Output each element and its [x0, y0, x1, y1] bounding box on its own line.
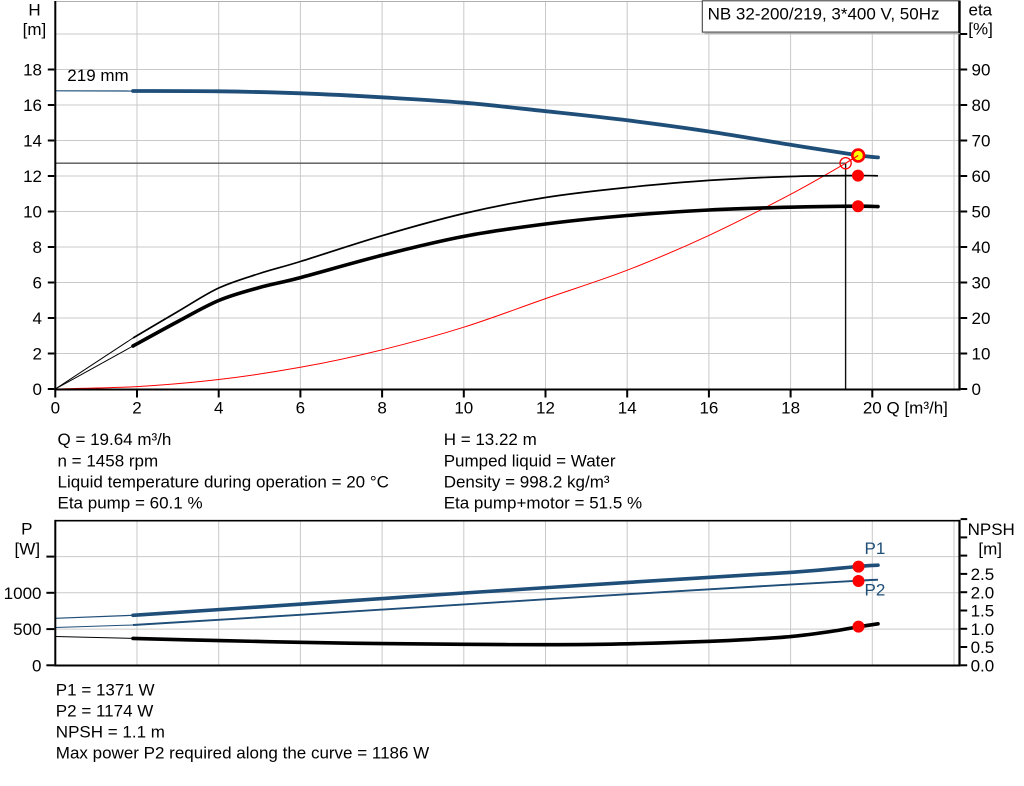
- svg-text:30: 30: [972, 274, 991, 293]
- svg-text:Q [m³/h]: Q [m³/h]: [887, 399, 948, 418]
- svg-text:[m]: [m]: [978, 540, 1002, 559]
- svg-text:1.0: 1.0: [971, 620, 995, 639]
- svg-text:10: 10: [972, 345, 991, 364]
- svg-text:[%]: [%]: [968, 20, 993, 39]
- svg-text:NPSH: NPSH: [968, 520, 1015, 539]
- svg-text:16: 16: [23, 96, 42, 115]
- svg-text:12: 12: [23, 167, 42, 186]
- svg-text:[m]: [m]: [23, 20, 47, 39]
- svg-text:P: P: [21, 520, 32, 539]
- svg-text:H: H: [28, 0, 40, 19]
- svg-text:1000: 1000: [4, 584, 42, 603]
- svg-text:Density = 998.2 kg/m³: Density = 998.2 kg/m³: [444, 472, 610, 491]
- svg-text:80: 80: [972, 96, 991, 115]
- svg-text:0: 0: [33, 380, 42, 399]
- svg-text:Max power P2 required along th: Max power P2 required along the curve = …: [56, 744, 429, 763]
- svg-text:16: 16: [699, 399, 718, 418]
- svg-text:NB 32-200/219, 3*400 V, 50Hz: NB 32-200/219, 3*400 V, 50Hz: [708, 4, 940, 23]
- svg-text:0: 0: [51, 399, 60, 418]
- svg-text:90: 90: [972, 61, 991, 80]
- svg-text:6: 6: [296, 399, 305, 418]
- svg-text:P2 = 1174 W: P2 = 1174 W: [56, 701, 154, 720]
- svg-text:4: 4: [214, 399, 223, 418]
- svg-text:[W]: [W]: [15, 539, 41, 558]
- svg-text:40: 40: [972, 238, 991, 257]
- svg-text:Pumped liquid = Water: Pumped liquid = Water: [444, 451, 616, 470]
- svg-text:18: 18: [781, 399, 800, 418]
- svg-text:20: 20: [972, 309, 991, 328]
- svg-text:P1 = 1371 W: P1 = 1371 W: [56, 680, 155, 699]
- svg-text:0.0: 0.0: [971, 656, 995, 675]
- svg-text:NPSH = 1.1 m: NPSH = 1.1 m: [56, 723, 165, 742]
- svg-text:Eta pump+motor = 51.5 %: Eta pump+motor = 51.5 %: [444, 494, 642, 513]
- svg-text:P1: P1: [865, 539, 886, 558]
- svg-text:50: 50: [972, 203, 991, 222]
- svg-text:2.0: 2.0: [971, 583, 995, 602]
- svg-text:P2: P2: [865, 581, 886, 600]
- svg-text:H = 13.22 m: H = 13.22 m: [444, 430, 537, 449]
- svg-text:14: 14: [23, 132, 42, 151]
- svg-text:18: 18: [23, 61, 42, 80]
- svg-text:10: 10: [23, 203, 42, 222]
- svg-text:60: 60: [972, 167, 991, 186]
- svg-text:2: 2: [132, 399, 141, 418]
- svg-text:0: 0: [32, 656, 41, 675]
- svg-text:Liquid temperature during oper: Liquid temperature during operation = 20…: [58, 472, 389, 491]
- svg-text:Eta pump = 60.1 %: Eta pump = 60.1 %: [58, 494, 203, 513]
- svg-text:1.5: 1.5: [971, 602, 995, 621]
- svg-text:500: 500: [13, 620, 41, 639]
- svg-text:14: 14: [618, 399, 637, 418]
- svg-text:2.5: 2.5: [971, 565, 995, 584]
- svg-text:20: 20: [863, 399, 882, 418]
- svg-text:8: 8: [33, 238, 42, 257]
- svg-text:6: 6: [33, 274, 42, 293]
- svg-text:12: 12: [536, 399, 555, 418]
- svg-text:Q = 19.64 m³/h: Q = 19.64 m³/h: [58, 430, 172, 449]
- svg-text:0: 0: [972, 380, 981, 399]
- svg-text:n = 1458 rpm: n = 1458 rpm: [58, 451, 159, 470]
- svg-text:4: 4: [33, 309, 42, 328]
- svg-text:0.5: 0.5: [971, 638, 995, 657]
- svg-text:2: 2: [33, 345, 42, 364]
- svg-text:70: 70: [972, 132, 991, 151]
- svg-text:8: 8: [377, 399, 386, 418]
- svg-text:219 mm: 219 mm: [67, 66, 128, 85]
- svg-text:10: 10: [454, 399, 473, 418]
- svg-text:eta: eta: [969, 1, 993, 20]
